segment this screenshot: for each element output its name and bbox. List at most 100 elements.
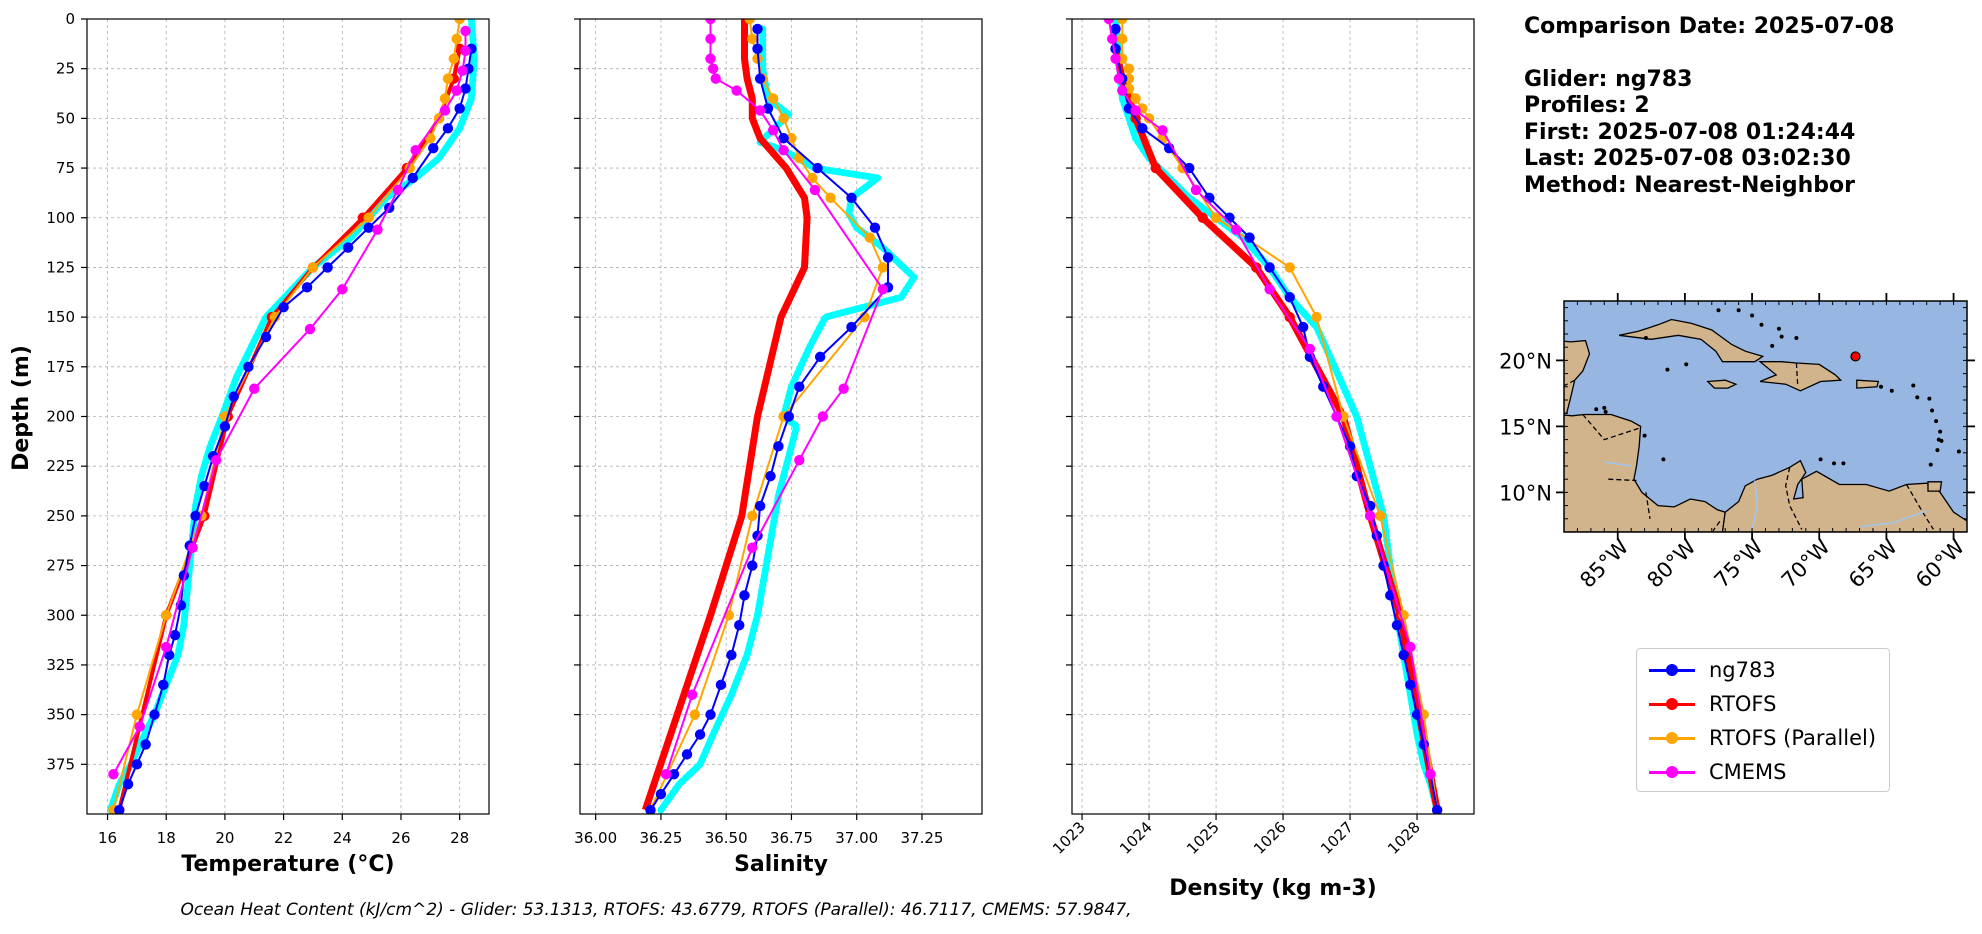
data-point-rtofs [1197, 212, 1208, 223]
data-point-ng783 [869, 222, 881, 233]
map-lon-label: 75°W [1710, 534, 1768, 592]
data-point-cmems [337, 284, 348, 295]
data-point-ng783 [163, 649, 175, 661]
island-dot [1603, 409, 1608, 414]
x-tick-label: 1023 [1049, 818, 1089, 858]
data-point-ng783 [158, 679, 169, 691]
data-point-ng783 [846, 192, 857, 204]
data-point-cmems [1264, 284, 1275, 295]
data-point-cmems [747, 542, 758, 553]
data-point-cmems [707, 63, 719, 74]
island-dot [1930, 408, 1935, 413]
data-point-ng783 [752, 23, 763, 35]
data-point-rtofs-parallel [1117, 19, 1128, 25]
data-point-cmems [1425, 769, 1436, 780]
legend-label: RTOFS [1709, 692, 1777, 716]
island-dot [1938, 429, 1943, 434]
x-axis-label: Temperature (°C) [181, 852, 394, 877]
data-point-ng783 [715, 679, 727, 691]
data-point-ng783 [199, 480, 210, 492]
legend: ng783 RTOFS RTOFS (Parallel) CMEMS [1636, 648, 1890, 792]
island-dot [1770, 343, 1775, 348]
data-point-ng783 [407, 172, 418, 184]
island-dot [1661, 457, 1666, 462]
x-tick-label: 37.00 [835, 829, 878, 847]
island-dot [1642, 433, 1647, 438]
island-dot [1794, 335, 1799, 340]
data-point-rtofs-parallel [864, 232, 875, 243]
depth-axis-label: Depth (m) [9, 345, 34, 471]
data-point-cmems [108, 769, 119, 780]
country-border [1645, 492, 1651, 519]
data-point-ng783 [342, 242, 354, 253]
last-profile-time: Last: 2025-07-08 03:02:30 [1524, 146, 1851, 171]
series-line-glider-raw [657, 25, 918, 814]
data-point-rtofs-parallel [1284, 262, 1295, 273]
y-tick-label: 0 [65, 10, 75, 28]
data-point-ng783 [734, 619, 745, 631]
island-dot [1759, 322, 1764, 327]
river [1859, 510, 1927, 528]
glider-name: Glider: ng783 [1524, 66, 1693, 92]
country-border [1564, 379, 1576, 387]
island-dot [1776, 326, 1781, 331]
data-point-cmems [778, 144, 789, 156]
data-point-ng783 [1405, 679, 1416, 691]
map-lat-label: 15°N [1499, 415, 1552, 439]
land-trinidad [1927, 481, 1943, 492]
data-point-rtofs-parallel [786, 133, 797, 144]
data-point-rtofs-parallel [1311, 311, 1322, 323]
data-point-ng783 [681, 749, 693, 760]
data-point-cmems [1130, 105, 1141, 116]
island-dot [1684, 362, 1689, 367]
y-tick-label: 325 [46, 656, 75, 674]
x-tick-label: 1027 [1317, 818, 1357, 858]
island-dot [1750, 313, 1755, 318]
data-point-cmems [1331, 411, 1342, 422]
island-dot [1841, 461, 1846, 466]
data-point-rtofs-parallel [1130, 93, 1141, 104]
y-tick-label: 25 [56, 60, 75, 78]
data-point-ng783 [882, 252, 894, 263]
island-dot [1779, 334, 1784, 339]
data-point-cmems [249, 383, 260, 394]
data-point-ng783 [645, 804, 656, 814]
data-point-cmems [439, 105, 451, 116]
data-point-rtofs-parallel [161, 610, 172, 621]
data-point-ng783 [739, 590, 750, 601]
temperature-panel: 16 18 20 22 24 26 28 0 25 50 75 100 125 150 175 200 225 2… [46, 10, 490, 877]
data-point-cmems [1364, 510, 1376, 522]
data-point-rtofs-parallel [825, 192, 836, 204]
x-axis-label: Salinity [734, 852, 828, 877]
data-point-ng783 [694, 729, 706, 740]
data-point-cmems [451, 85, 462, 96]
land-group [1564, 308, 1967, 532]
data-point-rtofs-parallel [448, 53, 459, 64]
legend-label: ng783 [1709, 658, 1776, 682]
data-point-rtofs-parallel [131, 709, 143, 720]
y-tick-label: 150 [46, 308, 75, 326]
data-point-ng783 [428, 142, 439, 154]
y-tick-label: 250 [46, 507, 75, 525]
data-point-cmems [1157, 125, 1168, 136]
data-point-rtofs-parallel [1143, 113, 1155, 124]
series-line-cmems [1107, 19, 1432, 775]
data-point-ng783 [1418, 739, 1429, 750]
data-point-cmems [838, 383, 849, 394]
data-point-cmems [660, 769, 672, 780]
x-tick-label: 26 [391, 829, 410, 847]
data-point-rtofs-parallel [877, 262, 889, 273]
data-point-ng783 [765, 470, 776, 482]
data-point-ng783 [278, 301, 289, 313]
x-tick-label: 37.25 [900, 829, 943, 847]
x-tick-label: 1024 [1116, 818, 1156, 858]
data-point-cmems [410, 144, 421, 156]
map-lat-label: 20°N [1499, 349, 1552, 373]
y-tick-label: 125 [46, 258, 75, 276]
legend-label: CMEMS [1709, 760, 1787, 784]
x-tick-label: 22 [274, 829, 293, 847]
data-point-cmems [1107, 33, 1118, 45]
y-tick-label: 100 [46, 209, 75, 227]
data-point-ng783 [442, 123, 454, 134]
